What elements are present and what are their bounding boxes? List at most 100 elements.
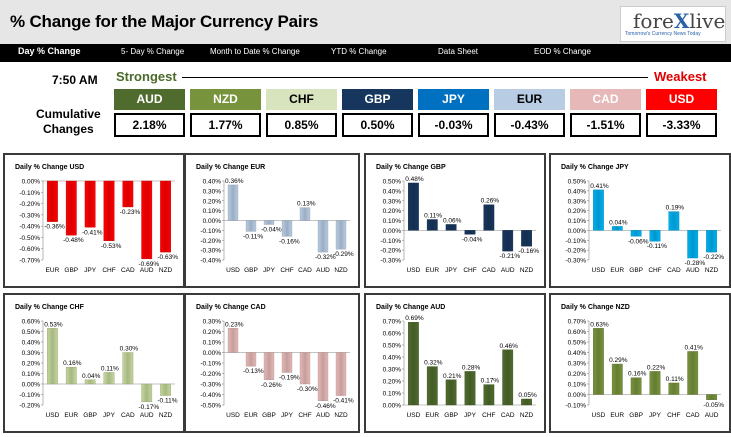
y-tick-label: 0.40% — [568, 188, 587, 195]
chart-aud: Daily % Change AUD 0.70% 0.60% 0.50% 0.40% 0.… — [376, 304, 537, 419]
y-tick-label: 0.10% — [383, 218, 402, 225]
bar-eur — [47, 180, 58, 222]
x-tick-label: USD — [226, 412, 240, 419]
data-label: -0.23% — [120, 209, 141, 216]
data-label: 0.22% — [647, 364, 666, 371]
data-label: 0.16% — [63, 360, 82, 367]
chart-title: Daily % Change EUR — [196, 164, 265, 171]
currency-value-eur: -0.43% — [494, 113, 565, 137]
chart-panel-gbp: Daily % Change GBP 0.50% 0.40% 0.30% 0.20% 0.… — [364, 153, 546, 288]
currency-value-gbp: 0.50% — [342, 113, 413, 137]
y-tick-label: -0.30% — [380, 258, 401, 265]
forexlive-logo[interactable]: foreXlive Tomorrow's Currency News Today — [620, 6, 726, 42]
x-tick-label: CAD — [667, 267, 681, 274]
chart-nzd: Daily % Change NZD 0.70% 0.60% 0.50% 0.40% 0.… — [561, 304, 724, 419]
x-tick-label: EUR — [46, 267, 60, 274]
page-title: % Change for the Major Currency Pairs — [10, 12, 319, 31]
data-label: -0.04% — [261, 226, 282, 233]
title-bar: % Change for the Major Currency Pairs fo… — [0, 0, 731, 44]
currency-value-jpy: -0.03% — [418, 113, 489, 137]
y-tick-label: 0.30% — [383, 367, 402, 374]
x-tick-label: GBP — [83, 412, 97, 419]
data-label: -0.63% — [157, 254, 178, 261]
data-label: 0.28% — [462, 364, 481, 371]
cumulative-label: Cumulative Changes — [36, 107, 101, 137]
data-label: -0.30% — [297, 386, 318, 393]
chart-title: Daily % Change CHF — [15, 304, 85, 311]
data-label: 0.26% — [481, 198, 500, 205]
data-label: 0.19% — [666, 205, 685, 212]
data-label: -0.69% — [139, 261, 160, 268]
bar-eur — [611, 363, 623, 395]
y-tick-label: -0.50% — [19, 235, 40, 242]
bar-eur — [611, 226, 623, 231]
nav-mtd-change[interactable]: Month to Date % Change — [210, 47, 300, 56]
data-label: 0.05% — [518, 392, 537, 399]
bar-aud — [687, 230, 699, 259]
bar-aud — [502, 230, 514, 252]
y-tick-label: -0.10% — [565, 403, 586, 410]
x-tick-label: CAD — [686, 412, 700, 419]
y-tick-label: -0.20% — [19, 201, 40, 208]
data-label: -0.04% — [462, 236, 483, 243]
data-label: -0.19% — [279, 374, 300, 381]
y-tick-label: 0.10% — [203, 208, 222, 215]
y-tick-label: 0.00% — [203, 218, 222, 225]
y-tick-label: -0.10% — [200, 361, 221, 368]
y-tick-label: -0.10% — [200, 228, 221, 235]
y-tick-label: 0.60% — [22, 319, 41, 326]
y-tick-label: 0.50% — [22, 329, 41, 336]
x-tick-label: AUD — [140, 412, 154, 419]
bar-usd — [47, 328, 58, 385]
y-tick-label: 0.20% — [22, 361, 41, 368]
x-tick-label: NZD — [520, 412, 534, 419]
bar-nzd — [335, 220, 347, 250]
nav-data-sheet[interactable]: Data Sheet — [438, 47, 479, 56]
y-tick-label: -0.30% — [565, 258, 586, 265]
chart-panel-chf: Daily % Change CHF 0.60% 0.50% 0.40% 0.30% 0.… — [3, 293, 185, 433]
bar-chf — [299, 352, 311, 385]
bar-usd — [408, 182, 419, 231]
x-tick-label: GBP — [629, 412, 643, 419]
data-label: 0.53% — [44, 321, 63, 328]
x-tick-label: JPY — [464, 412, 477, 419]
y-tick-label: 0.10% — [203, 340, 222, 347]
bar-cad — [483, 204, 495, 231]
data-label: 0.48% — [405, 176, 424, 183]
bar-gbp — [630, 377, 642, 395]
currency-code-aud: AUD — [114, 89, 185, 110]
x-tick-label: EUR — [610, 412, 624, 419]
currency-value-chf: 0.85% — [266, 113, 337, 137]
bar-gbp — [245, 220, 257, 232]
chart-title: Daily % Change AUD — [376, 304, 445, 311]
bar-nzd — [706, 230, 717, 253]
nav-ytd-change[interactable]: YTD % Change — [331, 47, 387, 56]
x-tick-label: CHF — [648, 267, 661, 274]
data-label: 0.69% — [405, 315, 424, 322]
currency-value-usd: -3.33% — [646, 113, 717, 137]
nav-day-change[interactable]: Day % Change — [18, 46, 81, 56]
data-label: 0.13% — [297, 201, 316, 208]
nav-5day-change[interactable]: 5- Day % Change — [121, 47, 185, 56]
x-tick-label: EUR — [425, 412, 439, 419]
data-label: -0.21% — [500, 253, 521, 260]
bar-jpy — [103, 372, 115, 385]
bar-nzd — [160, 383, 171, 396]
bar-jpy — [281, 352, 293, 373]
y-tick-label: 0.50% — [568, 340, 587, 347]
chart-panel-jpy: Daily % Change JPY 0.50% 0.40% 0.30% 0.20% 0.… — [549, 153, 731, 288]
y-tick-label: 0.00% — [568, 392, 587, 399]
chart-panel-cad: Daily % Change CAD 0.30% 0.20% 0.10% 0.00% -0… — [184, 293, 360, 433]
y-tick-label: -0.20% — [200, 371, 221, 378]
x-tick-label: NZD — [159, 412, 173, 419]
y-tick-label: -0.20% — [380, 248, 401, 255]
x-tick-label: CAD — [501, 412, 515, 419]
data-label: 0.41% — [590, 183, 609, 190]
x-tick-label: CHF — [102, 267, 115, 274]
currency-code-usd: USD — [646, 89, 717, 110]
nav-eod-change[interactable]: EOD % Change — [534, 47, 591, 56]
y-tick-label: -0.60% — [19, 246, 40, 253]
chart-panel-aud: Daily % Change AUD 0.70% 0.60% 0.50% 0.40% 0.… — [364, 293, 546, 433]
x-tick-label: GBP — [444, 412, 458, 419]
data-label: 0.11% — [424, 213, 442, 220]
